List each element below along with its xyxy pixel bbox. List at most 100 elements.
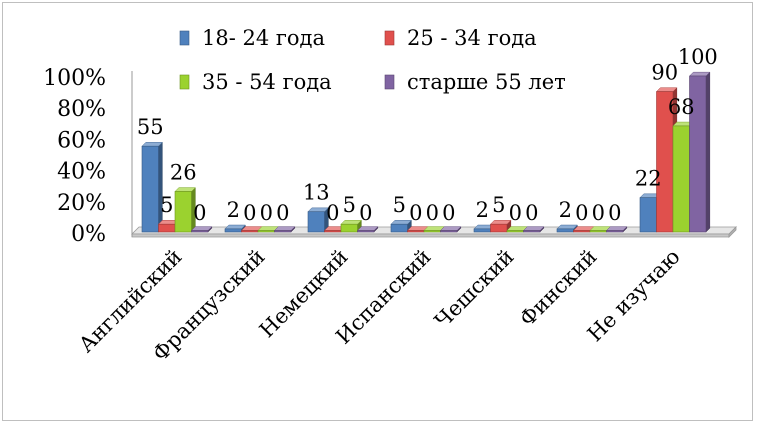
bar-top [141, 142, 163, 147]
bar-side [158, 141, 163, 233]
bar [439, 226, 462, 233]
bar-front [191, 230, 209, 233]
y-tick-label: 100% [43, 66, 106, 91]
data-label: 90 [651, 61, 678, 85]
data-label: 0 [409, 201, 422, 225]
y-tick-label: 60% [57, 128, 106, 153]
data-label: 13 [303, 181, 330, 205]
x-axis-labels: АнглийскийФранцузскийНемецкийИспанскийЧе… [74, 245, 685, 366]
data-label: 0 [193, 201, 206, 225]
bar-front [407, 230, 425, 233]
bar-front [639, 197, 657, 233]
bar-front [440, 230, 458, 233]
bar-front [324, 230, 342, 233]
data-label: 68 [668, 95, 695, 119]
data-label: 2 [227, 198, 240, 222]
bar-front [274, 230, 292, 233]
bar-front [606, 230, 624, 233]
bar-top [522, 226, 545, 231]
bar-top [556, 224, 578, 230]
bar-front [689, 75, 707, 233]
bar-top [439, 226, 462, 231]
legend-label: 25 - 34 года [407, 26, 537, 50]
legend-swatch [179, 30, 190, 46]
bar-side [705, 71, 711, 233]
bar-top [688, 71, 711, 77]
bar-front [573, 230, 591, 233]
y-tick-label: 0% [71, 222, 106, 247]
bar-front [224, 228, 242, 233]
data-label: 2 [559, 198, 572, 222]
bar-front [307, 211, 325, 233]
data-label: 2 [476, 198, 489, 222]
bar-front [241, 230, 259, 233]
data-label: 22 [635, 167, 662, 191]
legend-item: 35 - 54 года [179, 70, 332, 94]
data-label: 55 [137, 115, 164, 139]
data-label: 26 [170, 160, 197, 184]
legend-swatch [179, 74, 190, 90]
legend-swatch [384, 74, 395, 90]
data-label: 0 [243, 201, 256, 225]
data-label: 0 [575, 201, 588, 225]
bar-front [506, 230, 524, 233]
data-label: 5 [492, 193, 505, 217]
bar [273, 226, 296, 233]
bar-front [257, 230, 275, 233]
bar-front [473, 228, 491, 233]
bar-top [655, 87, 678, 92]
legend-item: 18- 24 года [179, 26, 325, 50]
bar-front [141, 145, 159, 233]
data-label: 5 [343, 193, 356, 217]
bar-top [224, 224, 246, 230]
floor-side [728, 226, 737, 238]
bar-front [523, 230, 541, 233]
data-label: 0 [276, 201, 289, 225]
floor-front [131, 233, 730, 238]
bar-front [589, 230, 607, 233]
bar [141, 141, 163, 233]
data-label: 0 [359, 201, 372, 225]
y-tick-label: 20% [57, 191, 106, 216]
data-label: 0 [608, 201, 621, 225]
bar-front [390, 223, 408, 233]
bars [141, 71, 711, 233]
bar [356, 226, 379, 233]
data-label: 0 [592, 201, 605, 225]
legend-label: старше 55 лет [407, 70, 566, 94]
y-tick-label: 40% [57, 160, 106, 185]
bar [190, 226, 213, 233]
data-label: 0 [326, 201, 339, 225]
bar [688, 71, 711, 233]
bar [522, 226, 545, 233]
data-label: 100 [678, 45, 718, 69]
data-label: 0 [260, 201, 273, 225]
y-tick-label: 80% [57, 97, 106, 122]
legend-item: старше 55 лет [384, 70, 566, 94]
legend-label: 18- 24 года [202, 26, 325, 50]
y-axis: 0% 20% 40% 60% 80% 100% [43, 66, 106, 247]
data-label: 5 [160, 193, 173, 217]
bar [605, 226, 628, 233]
legend: 18- 24 года 25 - 34 года 35 - 54 года старш… [179, 26, 566, 94]
category-label: Чешский [430, 245, 518, 333]
bar-top [174, 187, 196, 192]
bar-front [556, 228, 574, 233]
bar-front [490, 223, 508, 233]
data-label: 0 [442, 201, 455, 225]
bar-front [174, 191, 192, 233]
data-label: 0 [509, 201, 522, 225]
bar-front [672, 125, 690, 233]
bar-top [605, 226, 628, 231]
data-label: 5 [393, 193, 406, 217]
bar-front [423, 230, 441, 233]
legend-swatch [384, 30, 395, 46]
chart-frame [2, 2, 753, 421]
category-label: Финский [515, 245, 601, 331]
legend-label: 35 - 54 года [202, 70, 332, 94]
data-label: 0 [426, 201, 439, 225]
legend-item: 25 - 34 года [384, 26, 537, 50]
data-label: 0 [525, 201, 538, 225]
